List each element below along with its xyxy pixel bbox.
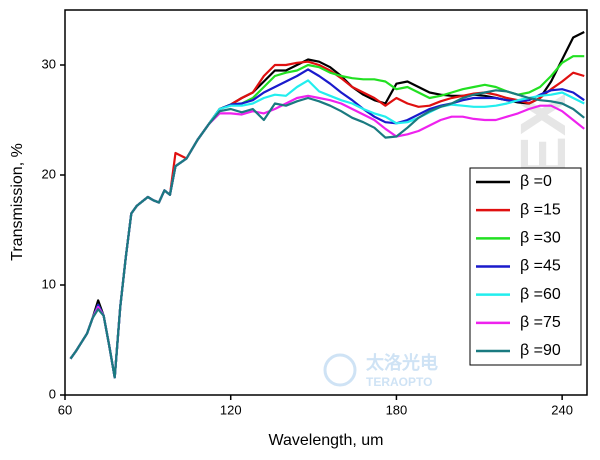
legend-label: β =60 — [520, 286, 561, 303]
legend-label: β =30 — [520, 230, 561, 247]
x-tick-label: 60 — [58, 402, 72, 417]
legend-label: β =90 — [520, 342, 561, 359]
y-axis-title: Transmission, % — [9, 143, 26, 261]
watermark: TERAOPTO — [366, 375, 432, 389]
y-tick-label: 30 — [42, 56, 56, 71]
y-tick-label: 20 — [42, 166, 56, 181]
legend-label: β =75 — [520, 314, 561, 331]
legend-label: β =15 — [520, 201, 561, 218]
y-tick-label: 10 — [42, 276, 56, 291]
y-tick-label: 0 — [49, 386, 56, 401]
x-tick-label: 180 — [386, 402, 408, 417]
x-axis-title: Wavelength, um — [268, 432, 383, 449]
x-tick-label: 240 — [551, 402, 573, 417]
watermark: 太洛光电 — [366, 352, 438, 373]
legend-label: β =45 — [520, 258, 561, 275]
plot-frame — [64, 9, 588, 396]
legend-label: β =0 — [520, 173, 552, 190]
x-tick-label: 120 — [220, 402, 242, 417]
watermark-logo — [323, 353, 357, 387]
series-line — [69, 89, 585, 379]
